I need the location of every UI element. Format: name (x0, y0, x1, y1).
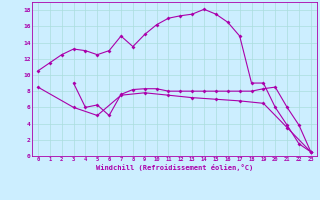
X-axis label: Windchill (Refroidissement éolien,°C): Windchill (Refroidissement éolien,°C) (96, 164, 253, 171)
